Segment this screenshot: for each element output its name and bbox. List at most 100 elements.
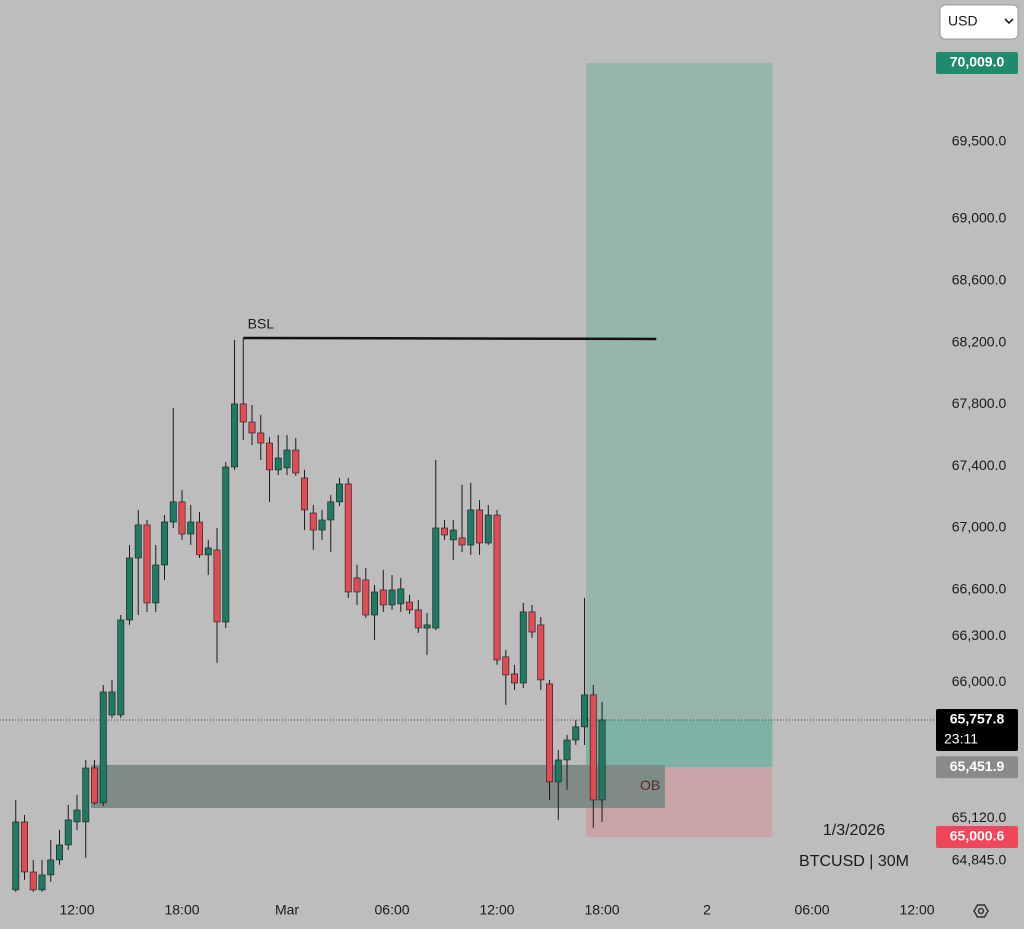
stop-tag-box [936, 825, 1018, 848]
axis-area: 69,500.0 69,000.0 68,600.0 68,200.0 67,800.0… [59, 52, 1018, 918]
candle-body [169, 501, 177, 523]
candle-body [21, 821, 28, 873]
candle-body [406, 601, 413, 611]
candle-body [56, 844, 63, 861]
candle-body [572, 726, 580, 741]
candle-body [64, 819, 72, 846]
plot-area: OB BSL [0, 63, 935, 892]
candle-body [248, 421, 256, 434]
candle-body [344, 483, 352, 593]
candle-body [152, 564, 160, 604]
candle-body [493, 514, 501, 661]
settings-icon[interactable] [973, 904, 989, 918]
y-tick-label: 68,600.0 [952, 271, 1007, 287]
y-tick-label: 68,200.0 [952, 333, 1007, 349]
settings-button[interactable] [973, 904, 989, 918]
y-tick-label: 69,000.0 [952, 210, 1007, 226]
candle-body [537, 624, 545, 681]
current-price-tag-box [936, 708, 1018, 751]
candle-body [196, 521, 203, 556]
y-tick-label: 69,500.0 [952, 132, 1007, 148]
candle-body [336, 483, 343, 503]
currency-selector[interactable]: USD [939, 4, 1019, 40]
candle-body [143, 524, 151, 604]
date-label: 1/3/2026 [823, 822, 885, 839]
countdown-label: 23:11 [944, 731, 978, 747]
y-tick-label: 66,600.0 [952, 581, 1007, 597]
candle-body [239, 403, 247, 423]
candle-body [371, 591, 378, 616]
stop-tag-label: 65,000.6 [950, 828, 1005, 844]
candle-body [581, 694, 588, 728]
candle-body [91, 767, 98, 804]
candle-body [598, 719, 606, 801]
candle-body [187, 521, 195, 535]
candle-body [283, 449, 291, 469]
candle-body [222, 466, 230, 623]
candle-body [47, 859, 55, 876]
candle-body [441, 527, 448, 536]
liquidity-label: BSL [248, 316, 275, 332]
candle-body [502, 656, 510, 676]
target-tag-label: 70,009.0 [950, 54, 1005, 70]
x-tick-label: 18:00 [164, 902, 199, 918]
candle-body [397, 588, 405, 605]
candle-body [231, 403, 238, 468]
candle-body [257, 432, 265, 444]
selector-box[interactable] [939, 4, 1019, 40]
y-tick-label: 65,120.0 [952, 809, 1007, 825]
target-zone [586, 63, 773, 768]
selector-label[interactable]: USD [948, 13, 978, 29]
candle-body [309, 512, 317, 531]
x-tick-label: 12:00 [900, 902, 935, 918]
candle-body [449, 529, 457, 541]
chevron-icon [1004, 18, 1014, 25]
candle-body [484, 514, 492, 544]
candle-body [292, 449, 300, 474]
candle-body [476, 509, 483, 544]
candle-body [213, 549, 221, 623]
candle-body [528, 611, 536, 633]
candle-body [432, 527, 440, 629]
candle-body [589, 694, 597, 801]
candle-body [126, 557, 133, 621]
candle-body [414, 609, 422, 629]
symbol-label: BTCUSD | 30M [799, 853, 909, 870]
y-tick-label: 67,000.0 [952, 519, 1007, 535]
candle-body [546, 683, 553, 783]
candle-body [73, 809, 81, 823]
candle-body [301, 477, 308, 511]
candle-body [467, 509, 475, 546]
x-tick-label: 12:00 [59, 902, 94, 918]
candle-body [178, 501, 186, 535]
candle-body [108, 691, 116, 716]
entry-tag-label: 65,451.9 [950, 758, 1005, 774]
candle-body [117, 619, 125, 716]
candle-body [38, 874, 46, 891]
candle-body [379, 589, 387, 606]
y-tick-label: 66,000.0 [952, 673, 1007, 689]
candle-body [29, 871, 37, 891]
x-tick-label: 2 [703, 902, 711, 918]
candle-body [353, 577, 361, 593]
candle-body [388, 589, 396, 606]
candle-body [318, 519, 326, 531]
y-tick-label: 64,845.0 [952, 852, 1007, 868]
candle-body [423, 624, 431, 629]
settings-icon-center [977, 907, 985, 915]
candle-body [161, 521, 168, 566]
target-tag-box [936, 52, 1018, 75]
y-tick-label: 67,800.0 [952, 395, 1007, 411]
y-tick-label: 67,400.0 [952, 457, 1007, 473]
open-profit-zone [586, 719, 773, 768]
order-block [91, 764, 666, 809]
current-price-tag-label: 65,757.8 [950, 711, 1005, 727]
candle-body [204, 547, 212, 556]
y-tick-label: 66,300.0 [952, 627, 1007, 643]
candle-body [82, 767, 90, 823]
candle-body [511, 673, 518, 684]
liquidity-line [243, 336, 657, 341]
candle-body [274, 457, 282, 471]
